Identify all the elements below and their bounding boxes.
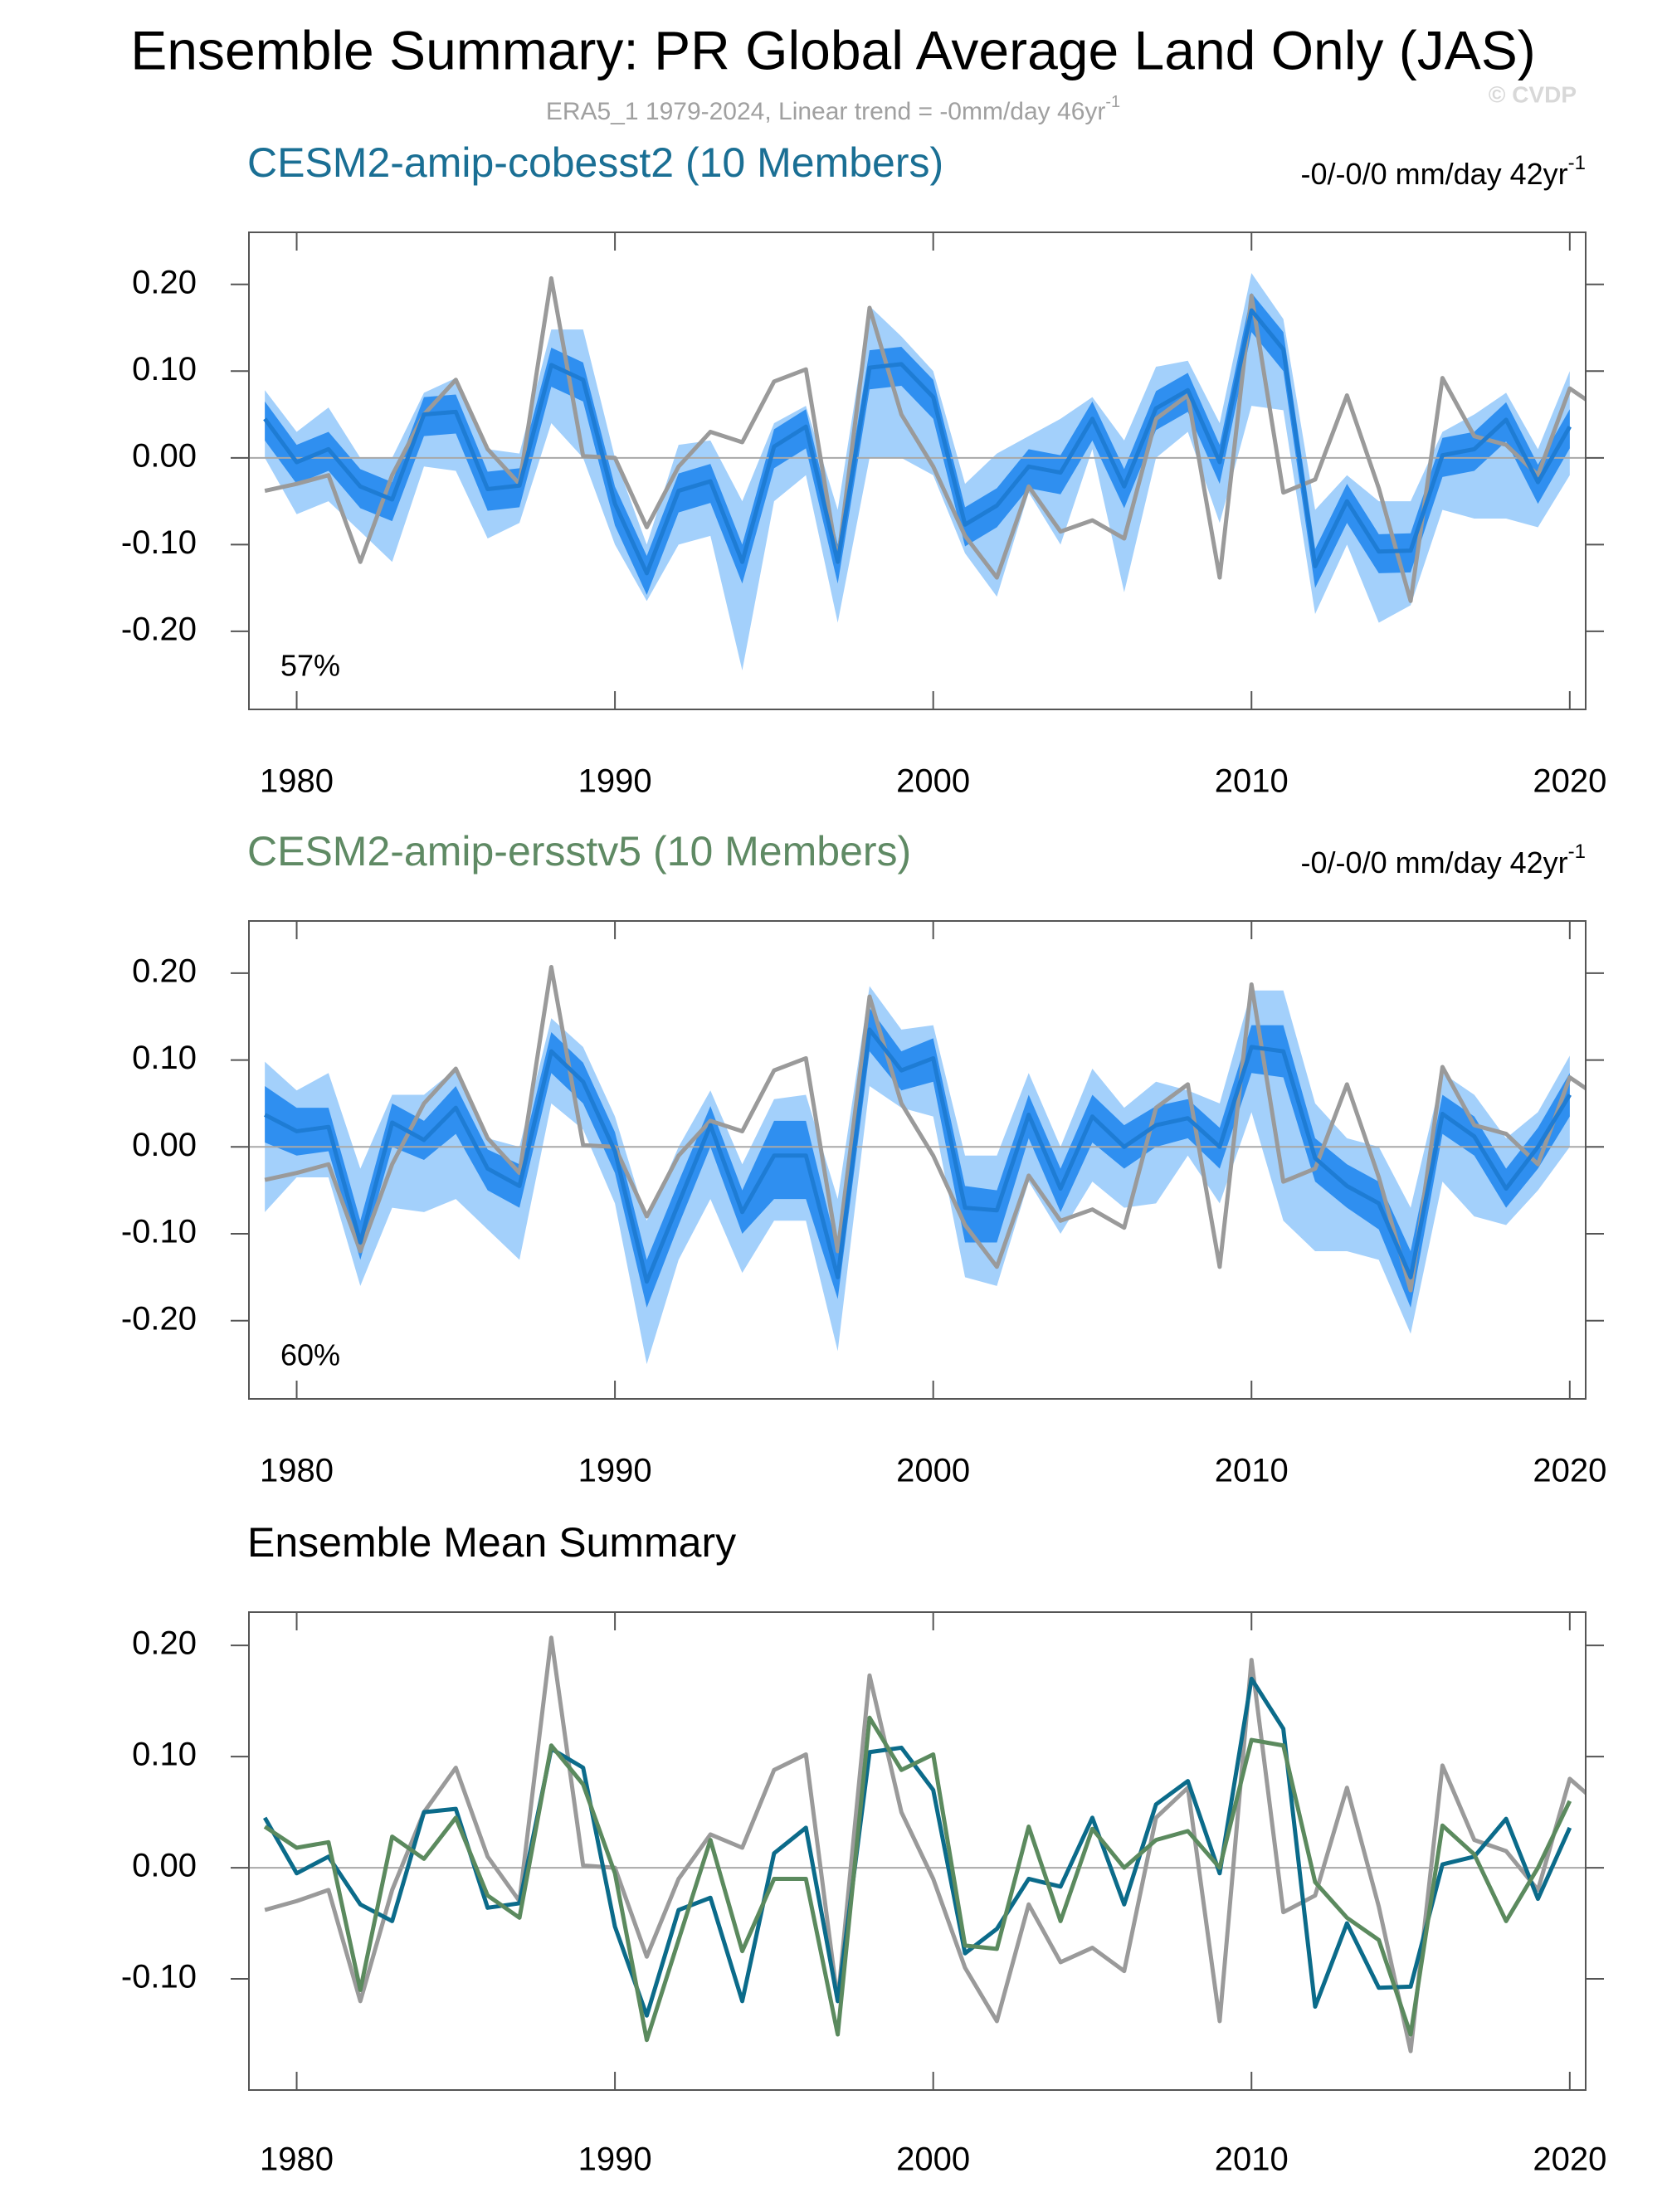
spread-band: [265, 1007, 1570, 1308]
trend-label: -0/-0/0 mm/day 42yr-1: [1301, 840, 1586, 879]
plot-frame: [248, 231, 1587, 710]
observed-line: [264, 965, 1586, 1293]
subtitle-exponent: -1: [1105, 93, 1120, 111]
x-tick-label: 1990: [578, 2141, 652, 2178]
annotation: 60%: [280, 1338, 340, 1372]
plot-frame: [248, 1611, 1587, 2091]
plot-area: [249, 1635, 1586, 2054]
x-tick-label: 2010: [1215, 763, 1289, 800]
mean-line: [264, 1027, 1572, 1284]
trend-text: -0/-0/0 mm/day 42yr: [1301, 845, 1568, 879]
panel: CESM2-amip-ersstv5 (10 Members) -0/-0/0 m…: [121, 828, 1606, 1488]
trend-exponent: -1: [1568, 840, 1586, 863]
panel-title: CESM2-amip-ersstv5 (10 Members): [247, 828, 911, 875]
trend-exponent: -1: [1568, 152, 1586, 174]
y-tick-label: 0.20: [132, 264, 197, 300]
panel: Ensemble Mean Summary -0.10 0.00 0.10 0.20 19…: [121, 1519, 1606, 2177]
plot-frame: [248, 920, 1587, 1400]
mean-line: [263, 308, 1572, 576]
x-tick-label: 2010: [1215, 1453, 1289, 1489]
y-tick-label: 0.10: [132, 351, 197, 387]
x-tick-label: 2000: [896, 763, 970, 800]
subtitle: ERA5_1 1979-2024, Linear trend = -0mm/da…: [546, 93, 1120, 125]
x-tick-label: 1980: [260, 2141, 334, 2178]
spread-band: [265, 986, 1570, 1365]
y-tick-label: 0.10: [132, 1737, 197, 1773]
y-tick-label: 0.20: [132, 1625, 197, 1662]
subtitle-text: ERA5_1 1979-2024, Linear trend = -0mm/da…: [546, 98, 1106, 125]
y-tick-label: 0.20: [132, 953, 197, 989]
observed-line: [264, 275, 1586, 603]
observed-line: [264, 1635, 1586, 2054]
y-tick-label: -0.20: [121, 611, 197, 647]
watermark: © CVDP: [1489, 81, 1577, 107]
y-tick-label: -0.10: [121, 1959, 197, 1995]
x-tick-label: 1990: [578, 1453, 652, 1489]
y-tick-label: -0.10: [121, 1214, 197, 1250]
mean-line: [263, 1676, 1572, 2018]
x-tick-label: 2010: [1215, 2141, 1289, 2178]
annotation: 57%: [280, 649, 340, 683]
x-tick-label: 1980: [260, 763, 334, 800]
x-tick-label: 2020: [1533, 763, 1606, 800]
y-tick-label: 0.00: [132, 437, 197, 474]
y-tick-label: -0.10: [121, 524, 197, 561]
plot-area: [249, 273, 1586, 670]
y-tick-label: 0.00: [132, 1127, 197, 1163]
x-tick-label: 1980: [260, 1453, 334, 1489]
plot-area: [249, 965, 1586, 1365]
y-tick-label: 0.10: [132, 1040, 197, 1076]
trend-label: -0/-0/0 mm/day 42yr-1: [1301, 152, 1586, 190]
mean-line: [263, 1715, 1572, 2043]
y-tick-label: 0.00: [132, 1848, 197, 1884]
x-tick-label: 2000: [896, 1453, 970, 1489]
panel-title: Ensemble Mean Summary: [247, 1519, 736, 1566]
trend-text: -0/-0/0 mm/day 42yr: [1301, 157, 1568, 191]
panel-title: CESM2-amip-cobesst2 (10 Members): [247, 139, 943, 186]
figure-title: Ensemble Summary: PR Global Average Land…: [130, 19, 1536, 80]
x-tick-label: 1990: [578, 763, 652, 800]
x-tick-label: 2020: [1533, 2141, 1606, 2178]
y-tick-label: -0.20: [121, 1300, 197, 1337]
x-tick-label: 2020: [1533, 1453, 1606, 1489]
x-tick-label: 2000: [896, 2141, 970, 2178]
panel: CESM2-amip-cobesst2 (10 Members) -0/-0/0 …: [121, 139, 1606, 799]
